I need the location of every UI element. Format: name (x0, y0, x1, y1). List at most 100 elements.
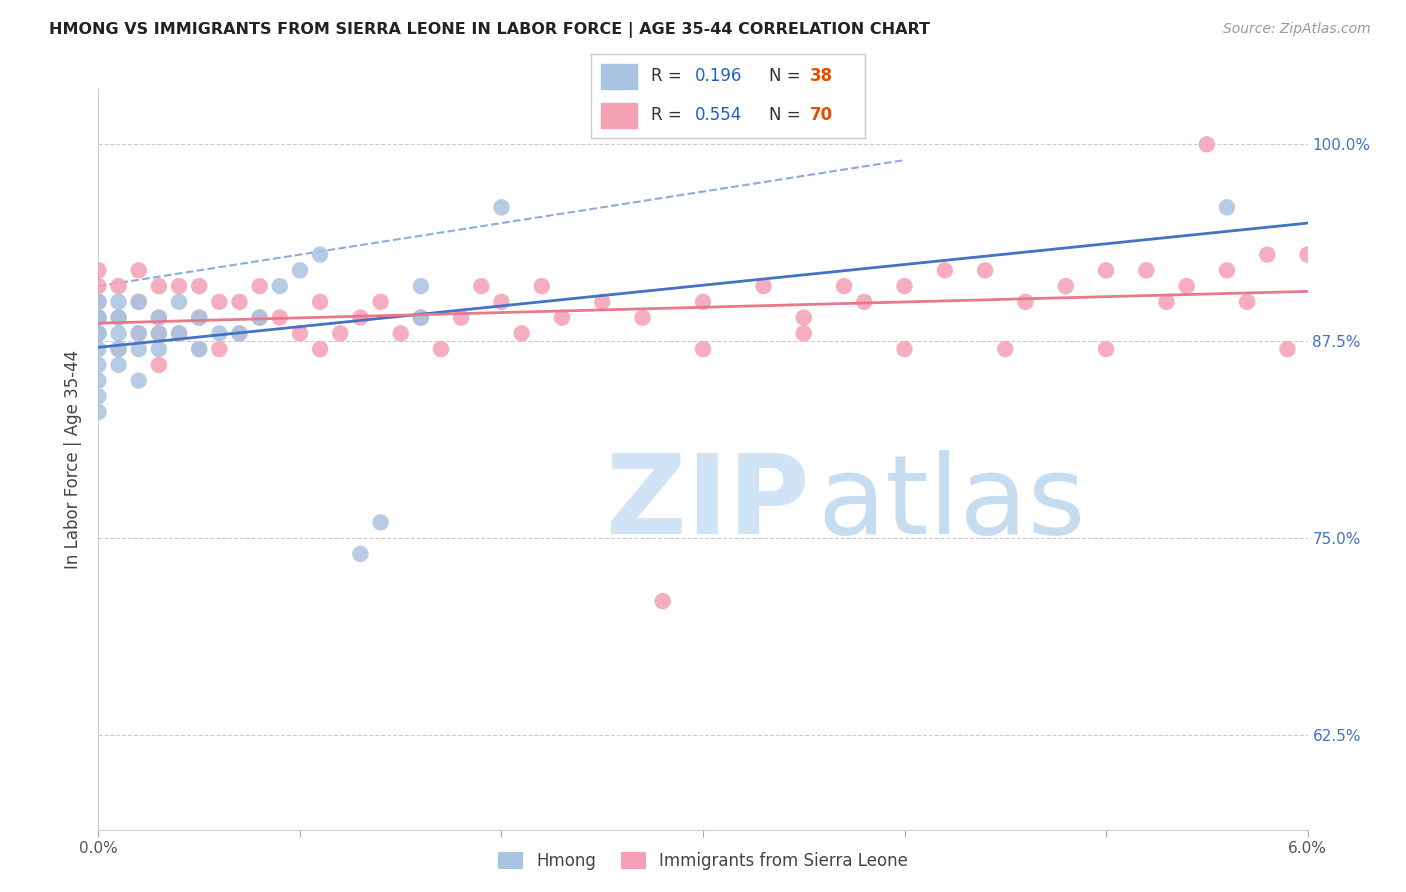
Point (87, 405, 110, 419)
Point (148, 326, 170, 341)
Point (107, 326, 129, 341)
Point (128, 294, 150, 309)
Point (1175, 279, 1198, 293)
Point (87, 326, 110, 341)
Point (934, 263, 956, 277)
Point (128, 326, 150, 341)
Legend: Hmong, Immigrants from Sierra Leone: Hmong, Immigrants from Sierra Leone (491, 846, 915, 877)
Point (188, 342, 211, 356)
Point (249, 279, 271, 293)
Point (1095, 342, 1118, 356)
Text: 38: 38 (810, 68, 832, 86)
Point (309, 247, 332, 261)
Point (853, 294, 876, 309)
Point (148, 358, 170, 372)
Point (349, 310, 371, 325)
Text: 0.554: 0.554 (695, 106, 742, 124)
Point (1156, 294, 1178, 309)
Point (128, 263, 150, 277)
Point (551, 310, 574, 325)
Point (530, 279, 553, 293)
Point (167, 326, 190, 341)
Point (87, 294, 110, 309)
Point (128, 294, 150, 309)
Point (87, 374, 110, 388)
Point (188, 310, 211, 325)
Point (188, 342, 211, 356)
Point (329, 326, 352, 341)
Point (148, 310, 170, 325)
Text: R =: R = (651, 68, 688, 86)
Point (651, 594, 673, 608)
Point (128, 326, 150, 341)
Point (491, 294, 513, 309)
Point (309, 294, 332, 309)
Point (87, 389, 110, 403)
Point (288, 263, 311, 277)
Point (692, 294, 714, 309)
Point (107, 342, 129, 356)
Point (107, 294, 129, 309)
Text: 70: 70 (810, 106, 832, 124)
Y-axis label: In Labor Force | Age 35-44: In Labor Force | Age 35-44 (65, 350, 83, 569)
Point (510, 326, 533, 341)
Point (832, 279, 855, 293)
Point (1236, 294, 1258, 309)
Point (591, 294, 613, 309)
Point (1296, 247, 1319, 261)
Text: HMONG VS IMMIGRANTS FROM SIERRA LEONE IN LABOR FORCE | AGE 35-44 CORRELATION CHA: HMONG VS IMMIGRANTS FROM SIERRA LEONE IN… (49, 22, 931, 38)
Point (269, 279, 291, 293)
Point (752, 279, 775, 293)
Point (409, 279, 432, 293)
Point (228, 326, 250, 341)
Point (249, 310, 271, 325)
Point (1014, 294, 1036, 309)
Point (1277, 342, 1299, 356)
Point (148, 326, 170, 341)
Text: N =: N = (769, 106, 806, 124)
Point (349, 547, 371, 561)
Point (128, 374, 150, 388)
Point (188, 279, 211, 293)
Point (107, 310, 129, 325)
Point (107, 358, 129, 372)
Text: N =: N = (769, 68, 806, 86)
Point (370, 294, 392, 309)
Point (370, 516, 392, 530)
Text: Source: ZipAtlas.com: Source: ZipAtlas.com (1223, 22, 1371, 37)
Point (389, 326, 412, 341)
Point (87, 342, 110, 356)
Point (409, 310, 432, 325)
Point (208, 342, 231, 356)
Point (1256, 247, 1278, 261)
Point (491, 200, 513, 214)
Point (87, 326, 110, 341)
Point (249, 310, 271, 325)
Point (1195, 137, 1218, 152)
Text: ZIP: ZIP (606, 450, 810, 558)
Point (87, 294, 110, 309)
Point (450, 310, 472, 325)
Point (1216, 200, 1239, 214)
Point (893, 279, 915, 293)
Point (87, 326, 110, 341)
Text: atlas: atlas (818, 450, 1087, 558)
Bar (602, 103, 637, 128)
Text: R =: R = (651, 106, 688, 124)
Point (470, 279, 492, 293)
Point (1135, 263, 1157, 277)
Point (430, 342, 453, 356)
Point (148, 342, 170, 356)
Point (793, 326, 815, 341)
Point (87, 310, 110, 325)
Point (167, 326, 190, 341)
Point (208, 326, 231, 341)
Point (631, 310, 654, 325)
Point (288, 326, 311, 341)
Point (228, 326, 250, 341)
Point (128, 342, 150, 356)
Point (107, 310, 129, 325)
Point (107, 279, 129, 293)
Text: 0.196: 0.196 (695, 68, 742, 86)
Point (208, 294, 231, 309)
